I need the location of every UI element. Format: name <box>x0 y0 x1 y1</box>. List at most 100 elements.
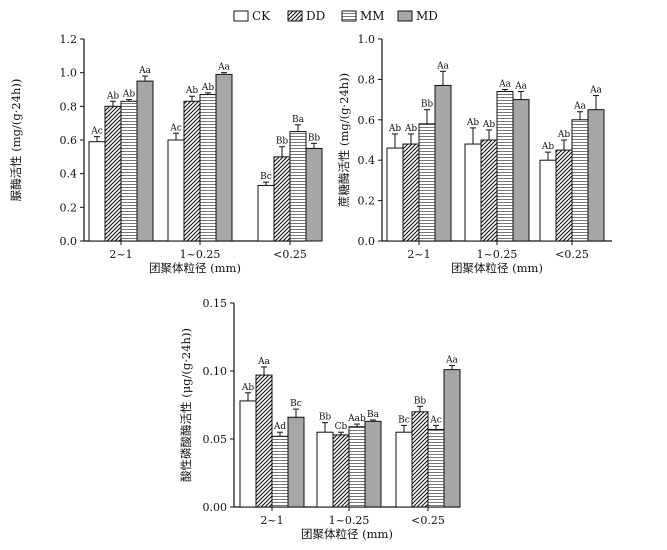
legend-item-ck: CK <box>233 9 271 23</box>
y-tick-label: 1.0 <box>358 33 376 46</box>
x-axis-title: 团聚体粒径 (mm) <box>149 261 241 275</box>
bar-dd <box>402 143 420 242</box>
significance-label: Bb <box>308 133 321 143</box>
bar-ck <box>539 159 557 242</box>
y-tick-label: 0.6 <box>358 114 376 127</box>
y-tick-label: 0.8 <box>358 73 376 86</box>
y-axis-title: 蔗糖酶活性 (mg/(g·24h)) <box>337 73 351 207</box>
y-tick-label: 1.2 <box>60 33 78 46</box>
y-tick-label: 0.2 <box>60 201 78 214</box>
significance-label: Ab <box>106 91 119 101</box>
y-tick-label: 0.15 <box>203 297 228 310</box>
x-tick-label: 2~1 <box>260 514 283 527</box>
significance-label: Aa <box>445 356 458 366</box>
significance-label: Ac <box>429 415 442 425</box>
bar-dd <box>411 411 429 508</box>
x-tick-label: 1~0.25 <box>477 248 518 261</box>
x-tick-label: <0.25 <box>411 514 445 527</box>
significance-label: Ac <box>169 123 182 133</box>
bar-ck <box>167 139 185 242</box>
significance-label: Ab <box>541 142 554 152</box>
significance-label: Ac <box>90 127 103 137</box>
y-tick-label: 0.6 <box>60 134 78 147</box>
significance-label: Ba <box>367 410 380 420</box>
bar-md <box>364 420 382 508</box>
bar-md <box>434 84 452 242</box>
bar-ck <box>386 147 404 242</box>
legend-item-mm: MM <box>341 9 385 23</box>
significance-label: Aa <box>498 80 511 90</box>
bar-md <box>443 369 461 508</box>
bar-mm <box>348 426 366 508</box>
significance-label: Bb <box>319 413 332 423</box>
bar-mm <box>496 91 514 242</box>
significance-label: Ab <box>388 124 401 134</box>
significance-label: Aa <box>514 82 527 92</box>
significance-label: Ad <box>273 422 286 432</box>
significance-label: Bc <box>290 399 302 409</box>
significance-label: Aa <box>217 63 230 73</box>
legend-swatch-ck <box>233 10 249 22</box>
significance-label: Aa <box>589 86 602 96</box>
y-tick-label: 0.10 <box>203 365 228 378</box>
bar-ck <box>395 431 413 508</box>
x-tick-label: 1~0.25 <box>180 248 221 261</box>
bar-ck <box>316 431 334 508</box>
y-tick-label: 0.00 <box>203 501 228 514</box>
y-tick-label: 0.4 <box>60 168 78 181</box>
legend-swatch-md <box>397 10 413 22</box>
significance-label: Bb <box>276 137 289 147</box>
urease-chart: 0.0 0.2 0.4 0.6 0.8 1.0 1.2 2~1 1~0.25 <0.25 Ac Ac B… <box>9 33 323 275</box>
significance-label: Ab <box>466 118 479 128</box>
significance-label: Ab <box>482 120 495 130</box>
bar-mm <box>427 428 445 508</box>
bar-md <box>512 99 530 242</box>
bar-mm <box>571 119 589 242</box>
legend-item-dd: DD <box>287 9 325 23</box>
significance-label: Aab <box>347 414 366 424</box>
bar-dd <box>104 105 122 242</box>
significance-label: Bb <box>414 396 427 406</box>
x-axis-title: 团聚体粒径 (mm) <box>451 261 543 275</box>
significance-label: Bb <box>421 100 434 110</box>
bar-dd <box>555 149 573 242</box>
significance-label: Ab <box>557 130 570 140</box>
x-tick-label: <0.25 <box>555 248 589 261</box>
invertase-chart: 0.00.20.40.60.81.02~1 1~0.25 <0.25AbAbAbAb… <box>337 33 612 275</box>
legend-label-dd: DD <box>306 9 325 23</box>
bar-mm <box>199 94 217 242</box>
significance-label: Aa <box>436 61 449 71</box>
bar-ck <box>239 400 257 508</box>
significance-label: Cb <box>335 422 348 432</box>
x-tick-label: 2~1 <box>407 248 430 261</box>
x-tick-label: 1~0.25 <box>329 514 370 527</box>
bar-dd <box>183 100 201 242</box>
bar-md <box>136 80 154 242</box>
legend-label-md: MD <box>416 9 438 23</box>
significance-label: Bc <box>260 172 272 182</box>
x-tick-label: 2~1 <box>109 248 132 261</box>
bar-mm <box>271 435 289 508</box>
bar-md <box>287 416 305 508</box>
significance-label: Aa <box>138 66 151 76</box>
x-axis-title: 团聚体粒径 (mm) <box>301 527 393 541</box>
bar-mm <box>289 131 307 242</box>
bar-ck <box>257 184 275 242</box>
legend-swatch-dd <box>287 10 303 22</box>
y-tick-label: 0.0 <box>60 235 78 248</box>
bar-md <box>305 147 323 242</box>
significance-label: Bc <box>398 415 410 425</box>
significance-label: Ab <box>404 124 417 134</box>
bar-md <box>587 109 605 242</box>
significance-label: Ab <box>185 86 198 96</box>
x-tick-label: <0.25 <box>273 248 307 261</box>
significance-label: Aa <box>257 357 270 367</box>
y-tick-label: 0.4 <box>358 154 376 167</box>
bar-dd <box>480 139 498 242</box>
y-axis-title: 酸性磷酸酶活性 (μg/(g·24h)) <box>179 328 193 482</box>
bar-md <box>215 73 233 242</box>
significance-label: Ba <box>292 115 305 125</box>
bar-ck <box>464 143 482 242</box>
significance-label: Aa <box>573 102 586 112</box>
